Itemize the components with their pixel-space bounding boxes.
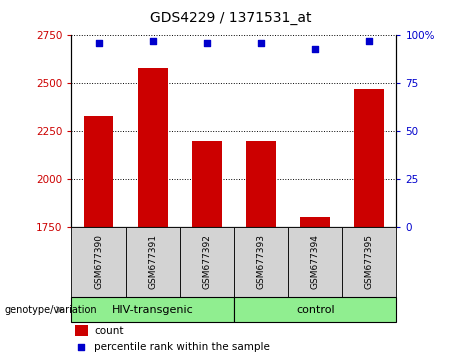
Bar	[288, 227, 342, 297]
Bar	[246, 141, 276, 227]
Text: GSM677393: GSM677393	[256, 234, 266, 290]
Bar	[75, 325, 88, 336]
Bar	[180, 227, 234, 297]
Bar	[192, 141, 222, 227]
Bar	[342, 227, 396, 297]
Text: GSM677391: GSM677391	[148, 234, 157, 290]
Bar	[138, 68, 168, 227]
Point	[366, 38, 373, 44]
Bar	[83, 116, 113, 227]
Point	[257, 40, 265, 46]
Bar	[71, 297, 234, 322]
Text: GSM677394: GSM677394	[311, 234, 320, 290]
Point	[203, 40, 211, 46]
Bar	[234, 297, 396, 322]
Bar	[71, 227, 125, 297]
Text: HIV-transgenic: HIV-transgenic	[112, 305, 194, 315]
Text: percentile rank within the sample: percentile rank within the sample	[94, 342, 270, 352]
Point	[95, 40, 102, 46]
Text: GSM677392: GSM677392	[202, 234, 212, 290]
Text: genotype/variation: genotype/variation	[5, 305, 97, 315]
Text: GDS4229 / 1371531_at: GDS4229 / 1371531_at	[150, 11, 311, 25]
Text: count: count	[94, 326, 124, 336]
Point	[77, 344, 85, 350]
Text: control: control	[296, 305, 335, 315]
Point	[149, 38, 156, 44]
Bar	[234, 227, 288, 297]
Bar	[355, 89, 384, 227]
Point	[312, 46, 319, 52]
Bar	[125, 227, 180, 297]
Bar	[300, 217, 330, 227]
Text: GSM677390: GSM677390	[94, 234, 103, 290]
Text: GSM677395: GSM677395	[365, 234, 374, 290]
